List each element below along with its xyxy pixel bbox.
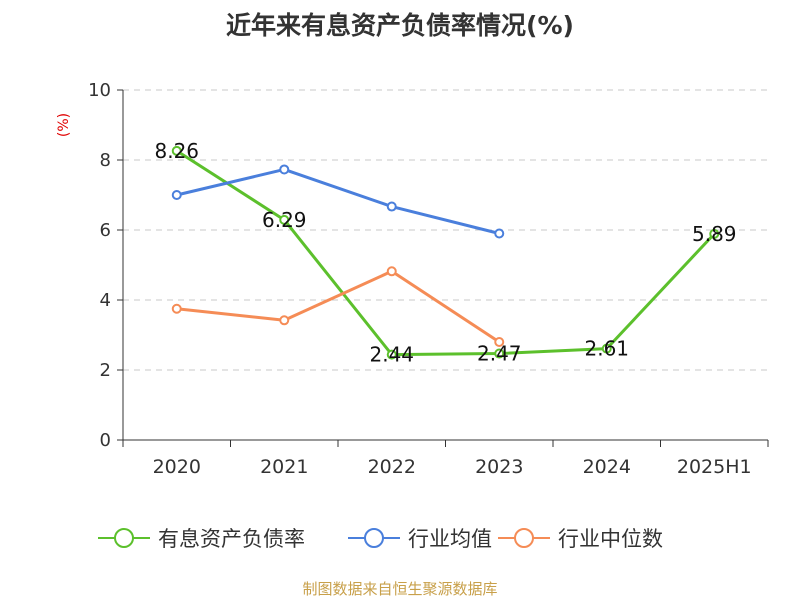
data-labels: 8.26 6.29 2.44 2.47 2.61 5.89 [154,139,736,367]
legend-marker [364,528,384,548]
axes: 0 2 4 6 8 10 2020 2021 2022 2023 2024 2025H1 (%) [56,80,769,478]
y-tick-label: 8 [100,150,111,171]
series-lines [171,145,720,360]
data-point [386,349,397,360]
chart-title: 近年来有息资产负债率情况(%) [226,11,574,40]
series-1 [171,164,505,239]
data-point [386,266,397,277]
x-tick-label: 2022 [368,456,416,478]
x-tick-label: 2021 [260,456,308,478]
legend-label: 行业中位数 [558,527,663,551]
data-point [171,190,182,200]
data-label: 6.29 [262,208,307,232]
x-tick-label: 2020 [153,456,201,478]
data-label: 5.89 [692,222,737,246]
grid-lines [123,89,768,371]
x-tick-label: 2023 [475,456,523,478]
y-tick-label: 6 [100,220,111,241]
data-point [494,337,505,347]
legend-label: 行业均值 [408,527,492,551]
data-point [279,315,290,326]
y-tick-label: 4 [100,290,111,311]
data-point [171,145,182,156]
data-label: 8.26 [154,139,199,163]
data-point [171,303,182,314]
data-point [494,228,505,239]
source-note: 制图数据来自恒生聚源数据库 [302,580,498,598]
y-axis-label: (%) [56,113,72,137]
legend-item: 有息资产负债率 [98,527,305,551]
legend-marker [514,528,534,548]
data-point [709,228,720,239]
legend-item: 行业中位数 [498,527,663,551]
series-line [175,149,716,357]
legend-label: 有息资产负债率 [158,527,305,551]
y-tick-label: 10 [88,80,111,101]
x-tick-label: 2024 [583,456,631,478]
legend-item: 行业均值 [348,527,492,551]
data-point [494,348,505,359]
data-point [601,343,612,354]
data-label: 2.47 [477,342,522,366]
y-tick-label: 2 [100,360,111,381]
y-tick-label: 0 [100,430,111,451]
series-0 [171,145,720,360]
data-label: 2.44 [369,343,414,367]
x-tick-label: 2025H1 [677,456,752,478]
data-point [386,201,397,212]
data-point [279,214,290,225]
data-label: 2.61 [584,337,629,361]
data-point [279,164,290,175]
legend-marker [114,528,134,548]
series-line [176,167,500,235]
series-line [176,269,501,344]
legend: 有息资产负债率 行业均值 行业中位数 [98,527,663,551]
series-2 [171,266,505,347]
